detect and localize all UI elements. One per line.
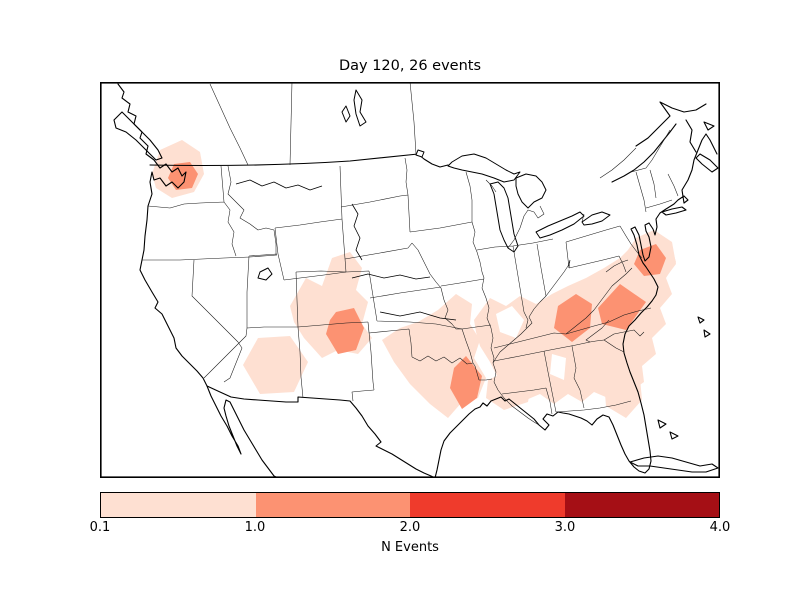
long-island [661, 206, 687, 216]
us-mexico-border [206, 385, 436, 478]
platte-river [351, 273, 431, 280]
bahamas-islands [657, 316, 711, 440]
plot-title: Day 120, 26 events [338, 58, 482, 74]
pacific-coast [117, 83, 279, 478]
patch-western-north-carolina-core [554, 294, 592, 342]
patch-arizona-light [243, 336, 308, 394]
prince-edward-island [703, 121, 715, 131]
east-borders [565, 255, 652, 353]
colorbar-tick-0: 0.1 [89, 520, 111, 535]
midwest-borders [476, 179, 571, 364]
lake-ontario [581, 211, 611, 226]
st-lawrence-north-shore [635, 101, 707, 147]
mountain-plains-borders [274, 157, 473, 289]
canada-province-borders [209, 82, 637, 179]
northwest-borders [142, 165, 278, 261]
colorbar-segment-3 [410, 493, 565, 517]
vancouver-island [113, 111, 163, 161]
cuba [629, 455, 719, 473]
gulf-atlantic-coast [434, 133, 718, 478]
missouri-river-dakotas [351, 203, 363, 261]
lake-of-the-woods [415, 149, 425, 158]
lakes [257, 89, 611, 281]
colorbar-tick-1: 1.0 [244, 520, 266, 535]
lake-erie [535, 211, 585, 239]
patch-southern-colorado-core [326, 308, 364, 354]
colorbar-axis-label: N Events [381, 540, 439, 555]
patch-puget-sound-core [168, 162, 198, 190]
state-borders [142, 82, 679, 426]
event-patches-medium [168, 162, 666, 409]
patch-notch-alabama-georgia [550, 354, 566, 380]
northeast-borders [565, 129, 679, 269]
maine-newbrunswick-border [685, 119, 697, 153]
central-plains-borders [246, 253, 463, 330]
patch-notch-missouri-arkansas [496, 306, 524, 338]
rivers [235, 179, 457, 321]
colorbar-bar [100, 492, 720, 518]
arkansas-river [379, 311, 457, 321]
st-lawrence [611, 123, 677, 183]
lake-winnipeg [353, 89, 367, 127]
lake-huron [515, 173, 547, 209]
colorbar-ticks: 0.1 1.0 2.0 3.0 4.0 [90, 520, 731, 538]
great-salt-lake [257, 267, 273, 281]
lake-michigan [489, 181, 519, 253]
coastlines [113, 83, 719, 478]
nova-scotia [695, 153, 719, 173]
lake-superior [447, 153, 521, 183]
colorbar-segment-2 [255, 493, 410, 517]
south-borders [493, 321, 632, 413]
patch-east-texas-core [450, 356, 482, 409]
us-event-map [100, 82, 720, 478]
mississippi-river-borders [465, 171, 553, 426]
colorbar-tick-4: 4.0 [709, 520, 731, 535]
colorbar-segment-1 [101, 493, 256, 517]
colorbar-segment-4 [564, 493, 719, 517]
colorbar-tick-3: 3.0 [554, 520, 576, 535]
lake-manitoba [341, 105, 351, 123]
colorbar-tick-2: 2.0 [399, 520, 421, 535]
patch-south-carolina-core [598, 284, 646, 330]
axes-frame [100, 82, 720, 478]
missouri-river-montana [235, 179, 323, 191]
southwest-borders [191, 259, 474, 402]
patch-louisiana-mississippi-light [486, 370, 532, 410]
ozark-borders [440, 278, 493, 381]
colorbar: 0.1 1.0 2.0 3.0 4.0 N Events [90, 492, 731, 562]
